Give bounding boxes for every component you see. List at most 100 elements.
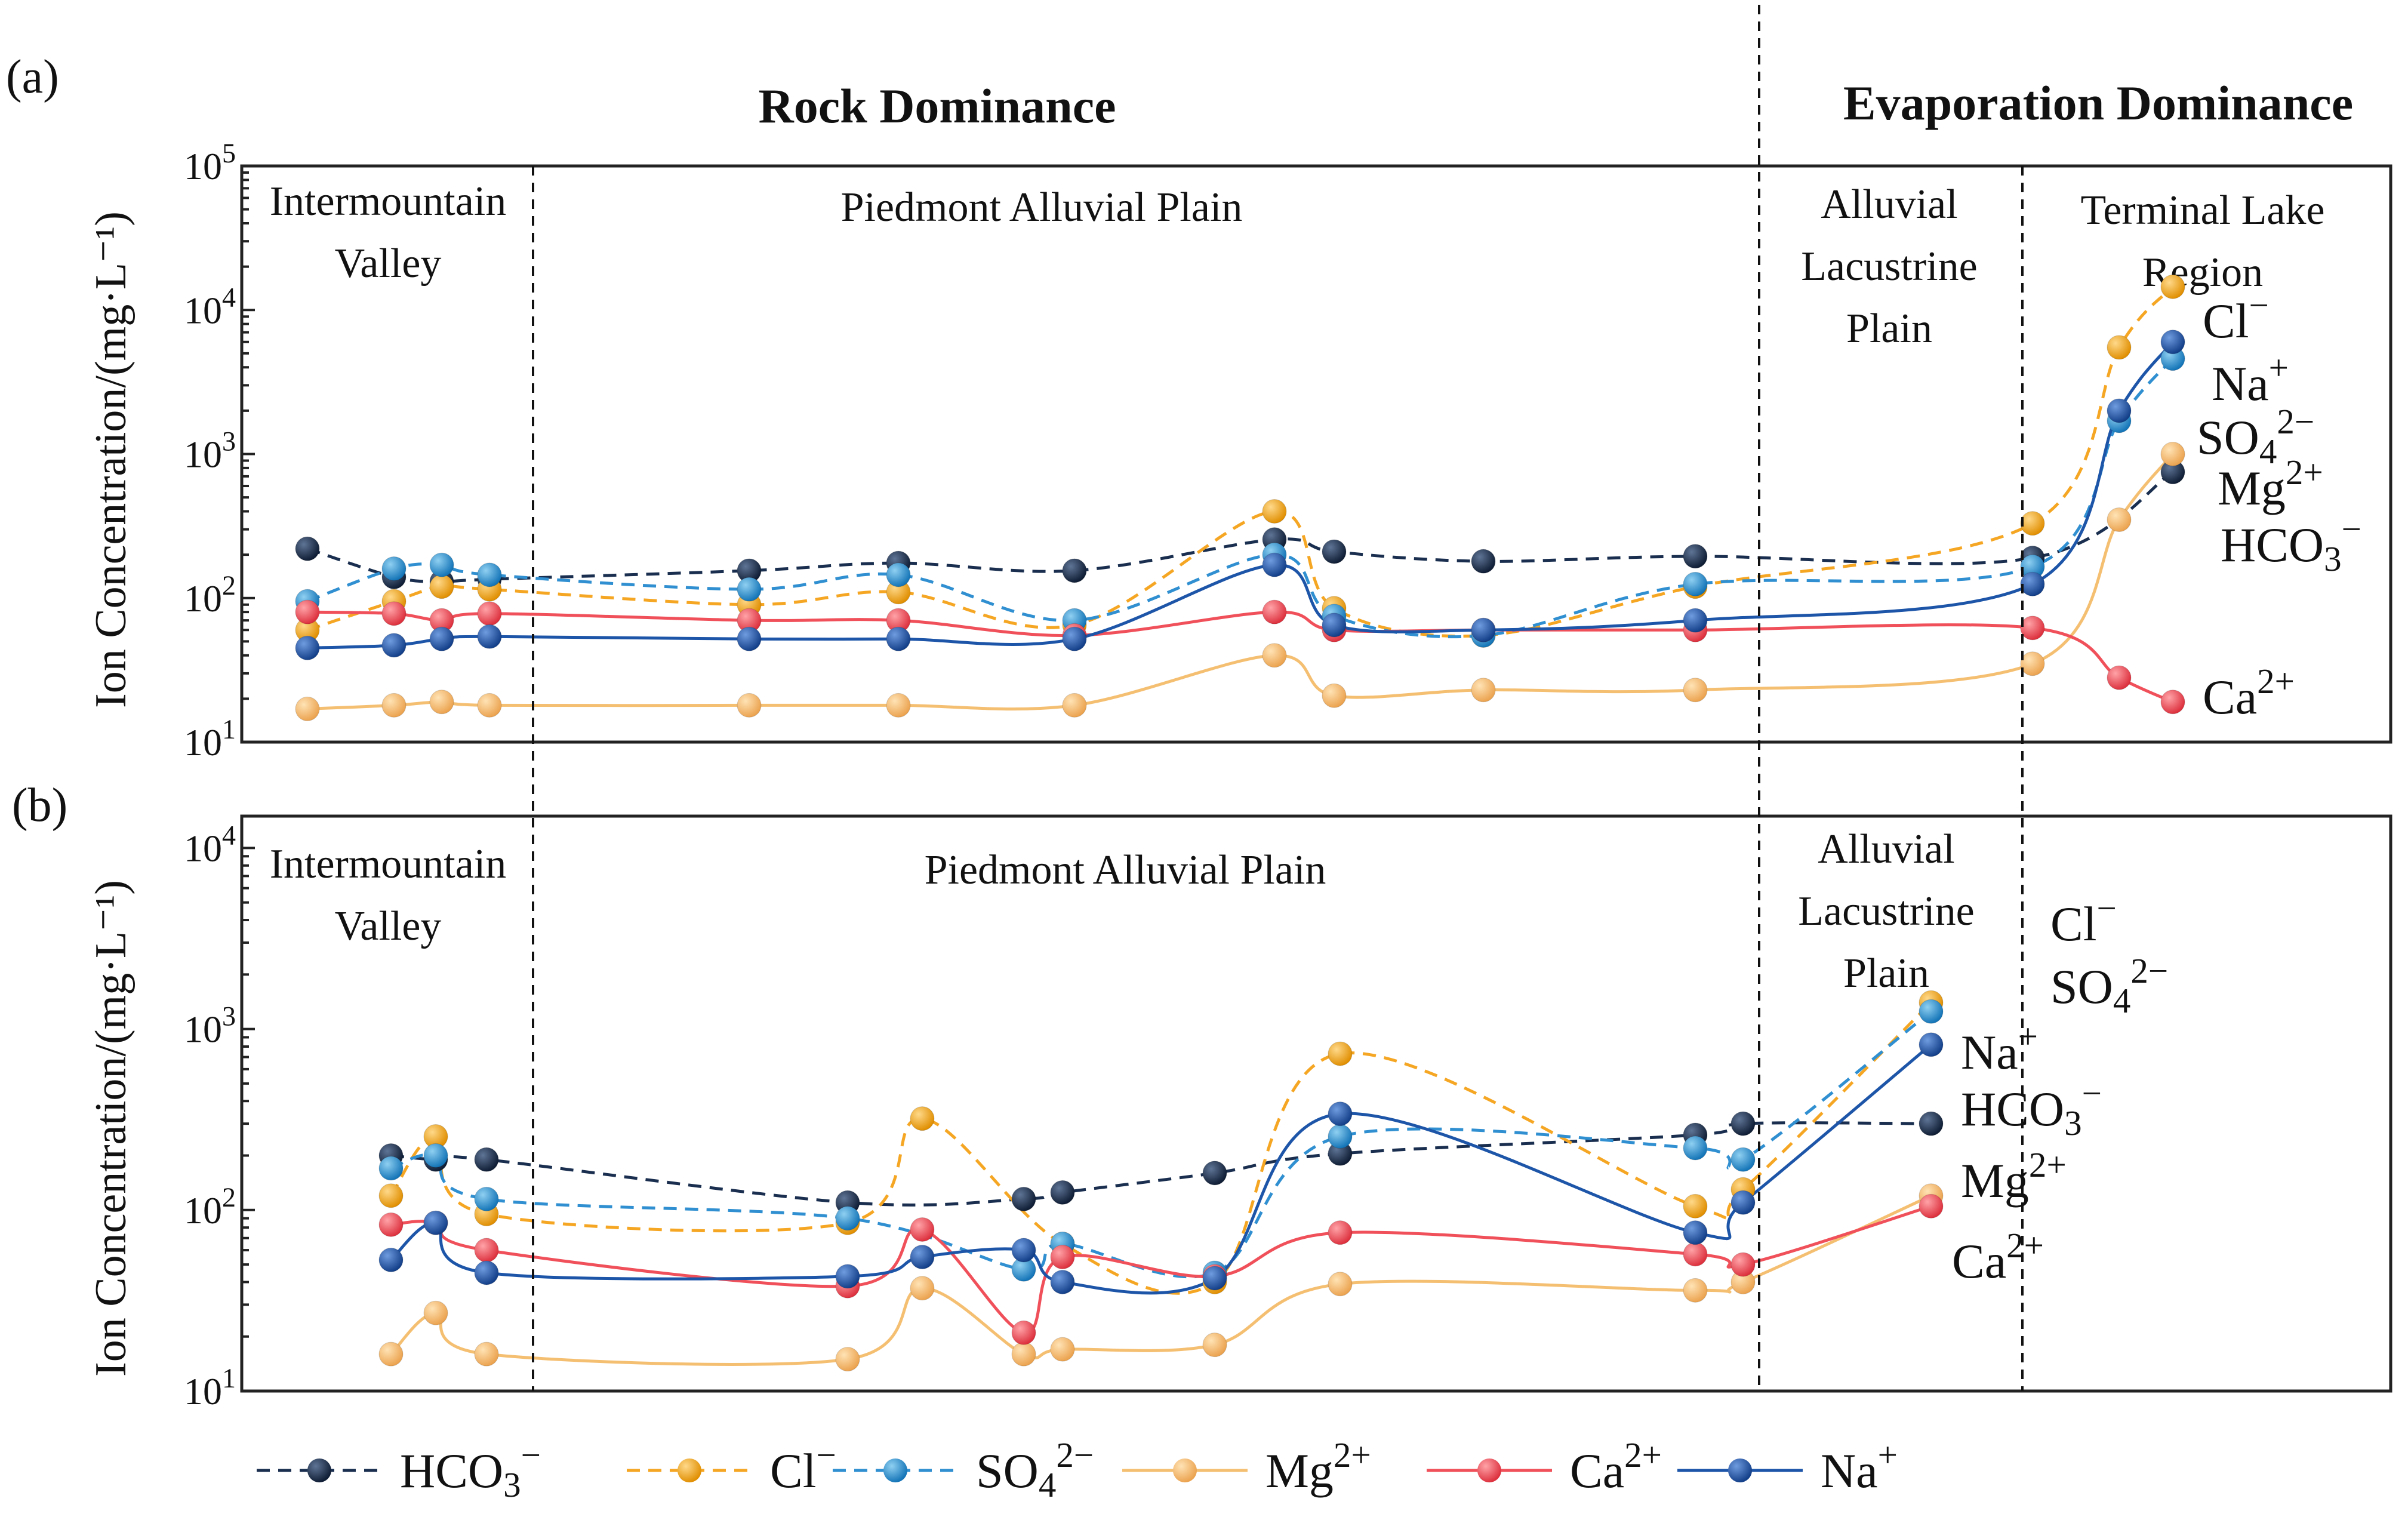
data-point-hco3 <box>1683 544 1708 569</box>
legend-label-ca: Ca2+ <box>1570 1435 1662 1498</box>
data-point-ca <box>910 1217 935 1242</box>
data-point-cl <box>2160 274 2185 299</box>
y-tick-label: 101 <box>184 714 236 764</box>
data-point-mg <box>835 1347 860 1372</box>
data-point-hco3 <box>1062 558 1087 583</box>
data-point-ca <box>1328 1220 1353 1245</box>
end-label-hco3: HCO3− <box>1961 1073 2102 1143</box>
data-point-so4 <box>737 577 762 602</box>
data-point-mg <box>1683 1278 1708 1303</box>
data-point-cl <box>429 574 454 599</box>
y-tick-label: 104 <box>184 282 236 331</box>
data-point-na <box>1919 1032 1944 1057</box>
data-point-mg <box>295 696 320 721</box>
data-point-mg <box>1328 1272 1353 1297</box>
data-point-mg <box>1011 1341 1036 1367</box>
end-label-cl: Cl− <box>2203 285 2269 348</box>
data-point-ca <box>378 1212 404 1237</box>
data-point-mg <box>1050 1337 1075 1362</box>
region-label-3: Alluvial Lacustrine Plain <box>1798 826 1974 996</box>
legend-label-so4: SO42− <box>976 1435 1094 1504</box>
data-point-hco3 <box>1730 1111 1756 1136</box>
region-label-2: Piedmont Alluvial Plain <box>841 184 1243 230</box>
region-label-4: Terminal Lake Region <box>2080 187 2324 296</box>
data-point-mg <box>2020 651 2045 676</box>
y-tick-label: 102 <box>184 1182 236 1232</box>
data-point-na <box>2160 330 2185 355</box>
data-point-so4 <box>886 562 911 587</box>
data-point-cl <box>2107 335 2132 360</box>
data-point-na <box>295 635 320 660</box>
data-point-na <box>1050 1269 1075 1294</box>
data-point-na <box>1322 613 1347 638</box>
data-point-na <box>1202 1266 1227 1291</box>
data-point-na <box>2020 571 2045 596</box>
data-point-na <box>1011 1238 1036 1263</box>
data-point-na <box>378 1247 404 1272</box>
data-point-mg <box>2160 442 2185 466</box>
panel-b-chart: Intermountain Valley Piedmont Alluvial Pla… <box>184 814 2392 1413</box>
data-point-na <box>474 1260 499 1285</box>
data-point-mg <box>1471 678 1496 703</box>
data-point-na <box>477 624 502 649</box>
data-point-mg <box>477 693 502 718</box>
data-point-so4 <box>835 1206 860 1231</box>
end-label-hco3: HCO3− <box>2221 509 2361 579</box>
data-point-ca <box>2160 690 2185 715</box>
data-point-hco3 <box>1202 1161 1227 1186</box>
data-point-so4 <box>381 556 407 581</box>
panel-a-frame <box>240 164 2392 744</box>
panel-a-letter: (a) <box>6 51 59 103</box>
data-point-hco3 <box>474 1147 499 1172</box>
data-point-ca <box>1683 1242 1708 1267</box>
legend-label-mg: Mg2+ <box>1265 1435 1371 1498</box>
data-point-so4 <box>477 562 502 587</box>
series-line-ca <box>307 610 2174 704</box>
data-point-ca <box>477 601 502 626</box>
panel-a-chart: Intermountain Valley Piedmont Alluvial Pla… <box>184 138 2392 764</box>
data-point-mg <box>886 693 911 718</box>
data-point-na <box>1062 626 1087 651</box>
legend-marker-na <box>1728 1458 1752 1482</box>
data-point-so4 <box>378 1156 404 1181</box>
end-label-so4: SO42− <box>2050 951 2168 1020</box>
data-point-na <box>1683 1220 1708 1245</box>
panel-b-frame <box>240 814 2392 1393</box>
data-point-mg <box>1202 1333 1227 1358</box>
y-tick-label: 105 <box>184 138 236 187</box>
panel-b-letter: (b) <box>12 779 67 832</box>
data-point-so4 <box>1683 571 1708 596</box>
data-point-na <box>1471 617 1496 642</box>
data-point-ca <box>1919 1193 1944 1218</box>
data-point-hco3 <box>1011 1186 1036 1211</box>
data-point-hco3 <box>1322 539 1347 564</box>
region-label-3: Alluvial Lacustrine Plain <box>1801 181 1977 352</box>
data-point-mg <box>1322 683 1347 708</box>
data-point-mg <box>378 1341 404 1367</box>
data-point-so4 <box>1683 1136 1708 1161</box>
data-point-na <box>1683 608 1708 633</box>
y-tick-label: 103 <box>184 426 236 476</box>
rock-dominance-label: Rock Dominance <box>758 79 1116 133</box>
end-label-cl: Cl− <box>2050 888 2117 951</box>
legend-marker-so4 <box>883 1458 907 1482</box>
data-point-na <box>1328 1101 1353 1127</box>
legend-marker-ca <box>1477 1458 1501 1482</box>
data-point-na <box>1730 1190 1756 1215</box>
end-label-mg: Mg2+ <box>1961 1145 2067 1208</box>
data-point-ca <box>1011 1320 1036 1345</box>
evaporation-dominance-label: Evaporation Dominance <box>1843 76 2353 130</box>
data-point-mg <box>1262 643 1287 668</box>
data-point-ca <box>1262 599 1287 624</box>
data-point-mg <box>1062 693 1087 718</box>
data-point-so4 <box>1730 1147 1756 1172</box>
legend-marker-hco3 <box>307 1458 331 1482</box>
data-point-cl <box>1262 499 1287 524</box>
legend: HCO3− Cl− SO42− Mg2+ Ca2+ Na+ <box>257 1435 1898 1504</box>
y-tick-label: 102 <box>184 570 236 620</box>
data-point-mg <box>423 1300 448 1325</box>
series-line-na <box>390 1043 1932 1295</box>
data-point-hco3 <box>295 536 320 561</box>
data-point-cl <box>2020 511 2045 536</box>
